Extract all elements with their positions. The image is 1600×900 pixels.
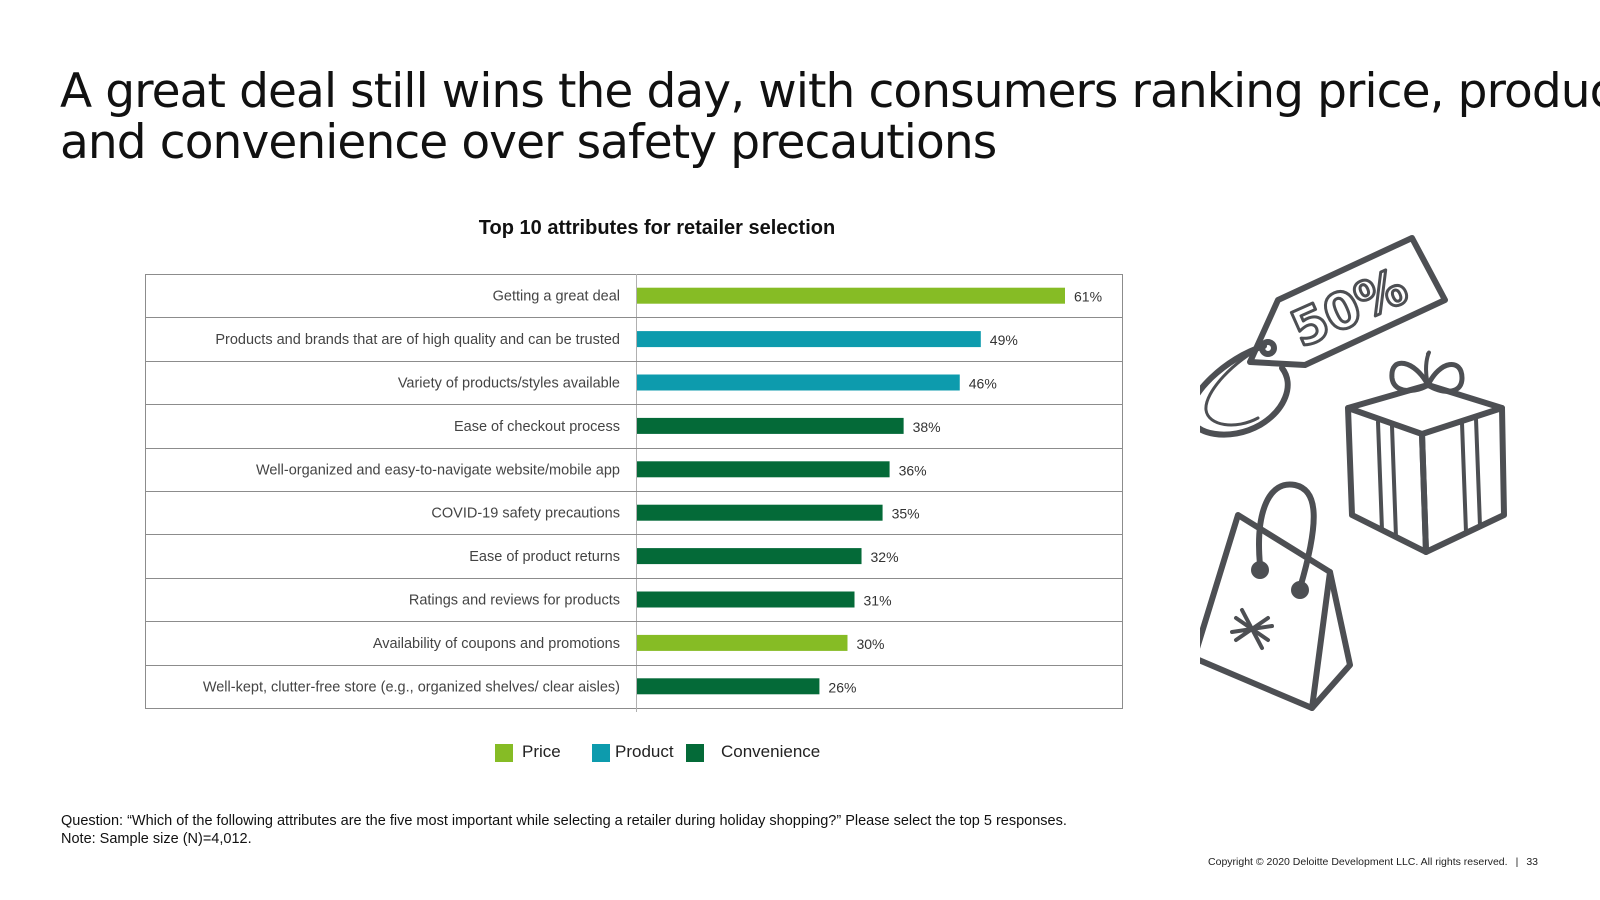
bar <box>637 287 1065 304</box>
bar <box>637 461 890 478</box>
value-label: 31% <box>864 593 892 609</box>
page-number: 33 <box>1526 856 1538 868</box>
value-label: 46% <box>969 376 997 392</box>
legend-swatch-product <box>592 744 610 762</box>
legend-label-price: Price <box>522 742 561 761</box>
copyright: Copyright © 2020 Deloitte Development LL… <box>1208 856 1538 868</box>
value-label: 32% <box>871 549 899 565</box>
category-label: Well-organized and easy-to-navigate webs… <box>256 462 620 478</box>
value-label: 35% <box>892 506 920 522</box>
value-label: 49% <box>990 332 1018 348</box>
bar <box>637 374 960 391</box>
bar <box>637 591 855 608</box>
shopping-bag-icon <box>1200 481 1353 711</box>
category-label: Ease of checkout process <box>454 419 620 435</box>
value-label: 26% <box>828 679 856 695</box>
price-tag-icon: 50% <box>1200 235 1448 438</box>
bar <box>637 417 904 434</box>
slide-title-line-1: A great deal still wins the day, with co… <box>60 64 1600 119</box>
value-label: 61% <box>1074 289 1102 305</box>
category-label: Ratings and reviews for products <box>409 593 620 609</box>
bar <box>637 678 820 695</box>
snowflake-icon <box>1230 608 1274 650</box>
category-label: Variety of products/styles available <box>398 376 620 392</box>
value-label: 30% <box>856 636 884 652</box>
footnote-note: Note: Sample size (N)=4,012. <box>61 831 252 847</box>
copyright-text: Copyright © 2020 Deloitte Development LL… <box>1208 856 1508 868</box>
footnote-question: Question: “Which of the following attrib… <box>61 813 1067 829</box>
category-label: Products and brands that are of high qua… <box>215 332 620 348</box>
category-label: Ease of product returns <box>469 549 620 565</box>
legend-swatch-price <box>495 744 513 762</box>
category-label: Getting a great deal <box>493 289 620 305</box>
value-label: 38% <box>913 419 941 435</box>
bar <box>637 504 883 521</box>
bar <box>637 634 848 651</box>
holiday-shopping-illustration: 50% <box>1200 235 1507 711</box>
legend-swatch-convenience <box>686 744 704 762</box>
bar <box>637 548 862 565</box>
slide-title: A great deal still wins the day, with co… <box>60 64 1600 170</box>
footnote: Question: “Which of the following attrib… <box>61 812 1067 848</box>
category-label: Availability of coupons and promotions <box>373 636 620 652</box>
slide-title-line-2: and convenience over safety precautions <box>60 115 997 170</box>
category-label: Well-kept, clutter-free store (e.g., org… <box>203 679 620 695</box>
copyright-separator: | <box>1515 856 1519 868</box>
value-label: 36% <box>899 462 927 478</box>
chart-title: Top 10 attributes for retailer selection <box>478 217 836 239</box>
bar <box>637 331 981 348</box>
legend-label-convenience: Convenience <box>721 742 821 761</box>
legend-label-product: Product <box>615 742 674 761</box>
gift-box-icon <box>1345 350 1507 555</box>
category-label: COVID-19 safety precautions <box>431 506 620 522</box>
